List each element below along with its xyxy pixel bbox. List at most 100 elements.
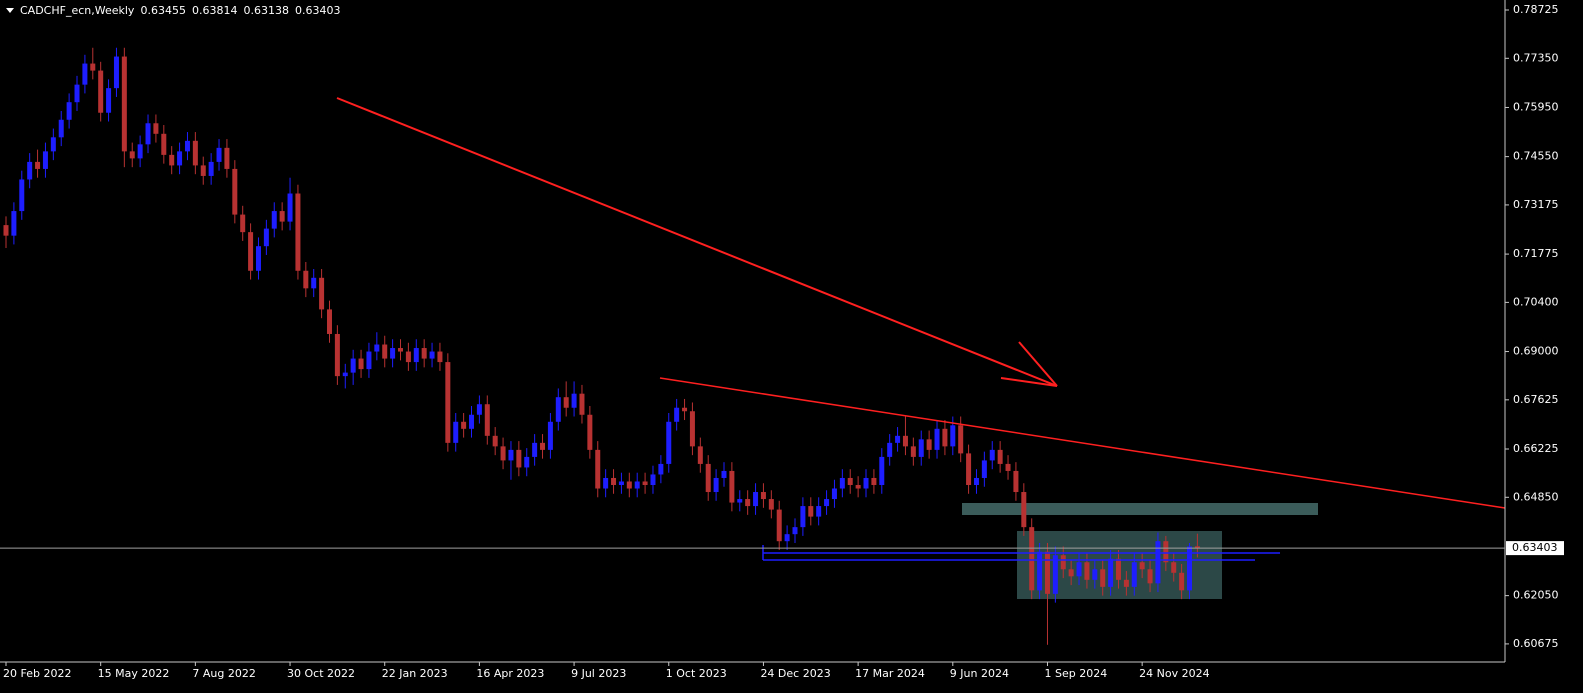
y-tick-label: 0.62050 bbox=[1513, 589, 1559, 602]
candle-body bbox=[492, 435, 498, 447]
candle-body bbox=[469, 414, 475, 429]
candles bbox=[3, 47, 1200, 645]
candle-body bbox=[910, 446, 916, 457]
candle-body bbox=[184, 140, 190, 152]
candle-body bbox=[350, 358, 356, 373]
y-tick-label: 0.66225 bbox=[1513, 442, 1559, 455]
open: 0.63455 bbox=[140, 4, 186, 17]
candle-body bbox=[429, 351, 435, 359]
candle-body bbox=[618, 481, 624, 485]
symbol: CADCHF_ecn,Weekly bbox=[20, 4, 135, 17]
candle-body bbox=[1123, 579, 1129, 587]
candle-body bbox=[453, 421, 459, 443]
candle-body bbox=[689, 411, 695, 447]
candle-body bbox=[500, 446, 506, 461]
candle-body bbox=[808, 506, 814, 517]
candle-body bbox=[989, 449, 995, 461]
candle-body bbox=[1044, 551, 1050, 594]
candle-body bbox=[729, 470, 735, 503]
arrow-head bbox=[1018, 341, 1058, 387]
candle-body bbox=[958, 425, 964, 454]
candle-body bbox=[279, 211, 285, 222]
candle-body bbox=[295, 193, 301, 271]
y-tick-label: 0.74550 bbox=[1513, 150, 1559, 163]
candle-body bbox=[200, 165, 206, 176]
candle-body bbox=[153, 123, 159, 134]
candle-body bbox=[232, 168, 238, 215]
candle-body bbox=[82, 63, 88, 85]
candle-body bbox=[571, 393, 577, 408]
candle-body bbox=[753, 492, 759, 507]
candle-body bbox=[271, 211, 277, 229]
candle-body bbox=[547, 421, 553, 450]
candle-body bbox=[145, 123, 151, 145]
candle-body bbox=[721, 470, 727, 478]
candle-body bbox=[42, 151, 48, 169]
candle-body bbox=[737, 499, 743, 503]
candle-body bbox=[1179, 572, 1185, 591]
candle-body bbox=[1147, 569, 1153, 584]
candle-body bbox=[895, 435, 901, 443]
candle-body bbox=[263, 228, 269, 247]
candle-body bbox=[121, 56, 127, 152]
candle-body bbox=[942, 428, 948, 447]
x-tick-label: 9 Jun 2024 bbox=[950, 667, 1009, 680]
candle-body bbox=[682, 407, 688, 412]
candle-body bbox=[650, 474, 656, 485]
candle-body bbox=[398, 348, 403, 352]
candle-body bbox=[863, 477, 869, 489]
menu-triangle[interactable] bbox=[6, 8, 14, 13]
candle-body bbox=[1037, 551, 1043, 591]
candle-body bbox=[516, 449, 522, 468]
current-price-label: 0.63403 bbox=[1512, 541, 1558, 554]
candle-body bbox=[532, 442, 538, 457]
candle-body bbox=[240, 214, 246, 233]
candle-body bbox=[255, 246, 261, 271]
candle-body bbox=[334, 333, 340, 377]
candle-body bbox=[784, 534, 790, 542]
x-tick-label: 1 Sep 2024 bbox=[1044, 667, 1107, 680]
candle-body bbox=[1163, 541, 1169, 563]
low: 0.63138 bbox=[243, 4, 289, 17]
candle-body bbox=[540, 442, 546, 450]
candle-body bbox=[137, 144, 143, 159]
y-tick-label: 0.70400 bbox=[1513, 295, 1559, 308]
header: CADCHF_ecn,Weekly 0.63455 0.63814 0.6313… bbox=[20, 4, 340, 18]
x-tick-label: 20 Feb 2022 bbox=[3, 667, 71, 680]
candle-body bbox=[129, 151, 135, 159]
candle-body bbox=[161, 133, 167, 155]
trend-line bbox=[659, 377, 1506, 509]
x-tick-label: 22 Jan 2023 bbox=[382, 667, 448, 680]
candle-body bbox=[1084, 562, 1090, 580]
y-tick-label: 0.78725 bbox=[1513, 3, 1559, 16]
candle-body bbox=[90, 63, 96, 71]
y-tick-label: 0.71775 bbox=[1513, 247, 1559, 260]
candle-body bbox=[792, 527, 798, 535]
candle-body bbox=[981, 460, 987, 478]
candle-body bbox=[918, 439, 924, 457]
trend-arrow bbox=[336, 97, 1058, 387]
candle-body bbox=[973, 477, 979, 485]
candle-body bbox=[831, 488, 837, 500]
candle-body bbox=[934, 428, 940, 450]
candle-body bbox=[1100, 569, 1106, 587]
x-tick-label: 17 Mar 2024 bbox=[855, 667, 925, 680]
x-tick-label: 24 Nov 2024 bbox=[1139, 667, 1209, 680]
candle-body bbox=[1029, 527, 1035, 591]
candle-body bbox=[1139, 562, 1145, 570]
x-tick-label: 1 Oct 2023 bbox=[666, 667, 727, 680]
candle-body bbox=[902, 435, 908, 447]
candle-body bbox=[642, 481, 648, 485]
candle-body bbox=[208, 161, 214, 176]
candle-body bbox=[1108, 558, 1114, 587]
candle-body bbox=[445, 362, 451, 443]
candle-body bbox=[413, 348, 419, 363]
candle-body bbox=[816, 506, 822, 517]
current-price-box bbox=[1506, 541, 1564, 556]
candle-body bbox=[674, 407, 680, 422]
candle-body bbox=[997, 449, 1003, 464]
candle-body bbox=[248, 232, 254, 271]
candle-body bbox=[626, 481, 632, 489]
